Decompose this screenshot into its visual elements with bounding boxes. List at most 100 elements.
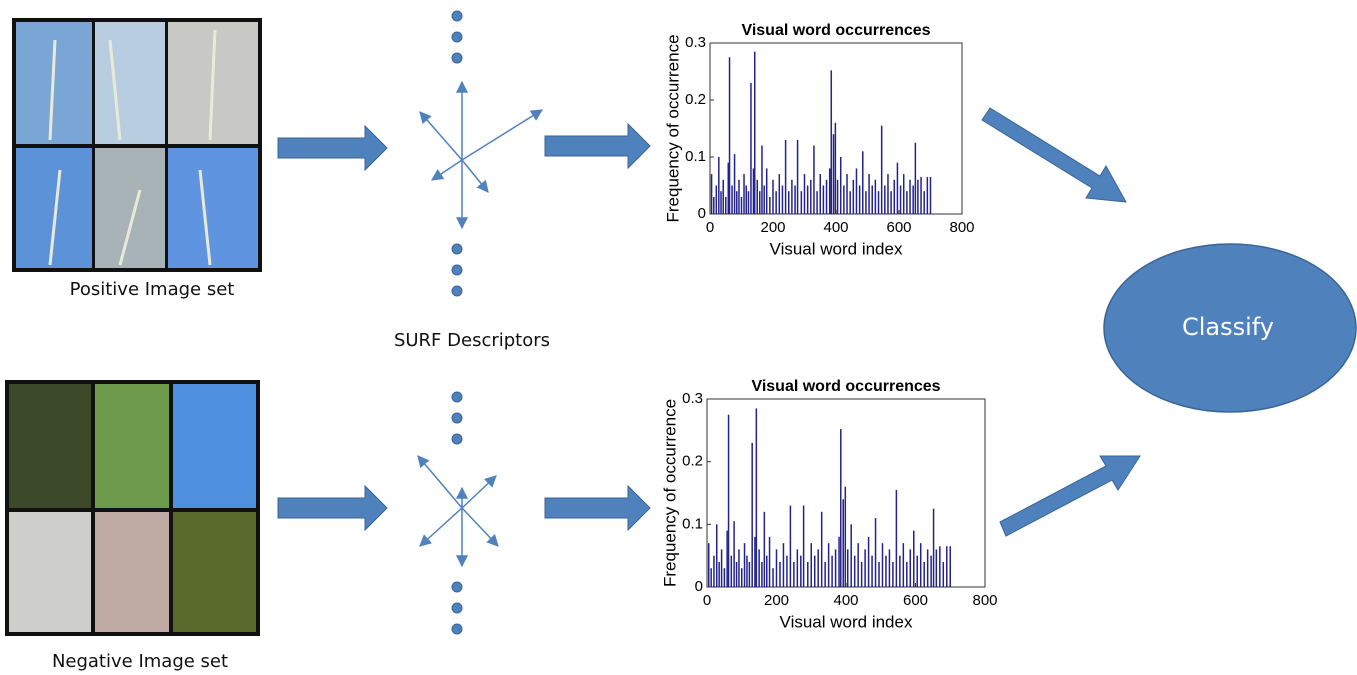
bar xyxy=(884,185,886,214)
bar xyxy=(723,568,726,587)
x-tick-label: 200 xyxy=(764,592,789,609)
bar xyxy=(867,536,870,587)
bar xyxy=(715,185,718,214)
y-tick-label: 0 xyxy=(695,578,703,595)
y-tick-label: 0.1 xyxy=(682,515,703,532)
bar xyxy=(939,546,941,587)
bar xyxy=(772,179,774,214)
bar xyxy=(827,543,830,587)
bar xyxy=(881,543,884,587)
bar xyxy=(718,561,720,587)
bar xyxy=(888,549,891,587)
bar xyxy=(765,168,768,214)
bar xyxy=(862,151,864,214)
bar xyxy=(838,536,840,587)
bar xyxy=(909,549,912,587)
chart-title: Visual word occurrences xyxy=(751,378,940,395)
bar xyxy=(895,489,898,587)
bar xyxy=(880,125,883,214)
bar xyxy=(846,174,848,214)
bar xyxy=(759,191,761,214)
bar xyxy=(899,185,902,214)
bar xyxy=(720,549,723,587)
bar xyxy=(751,442,753,587)
surf-descriptor-bottom xyxy=(417,455,499,568)
bar xyxy=(763,185,765,214)
bar xyxy=(810,179,812,214)
bar xyxy=(843,185,845,214)
bar xyxy=(750,82,752,215)
bar xyxy=(710,174,713,214)
bar xyxy=(819,174,821,214)
bar xyxy=(796,139,799,214)
bar xyxy=(834,549,837,587)
bar xyxy=(878,561,880,587)
bar xyxy=(920,176,922,214)
bar xyxy=(807,561,809,587)
bar xyxy=(840,429,842,587)
bar xyxy=(832,134,835,214)
bar xyxy=(871,555,873,587)
bar xyxy=(794,185,796,214)
chart-title: Visual word occurrences xyxy=(741,22,930,39)
flow-arrows xyxy=(277,107,1141,537)
bar xyxy=(786,555,788,587)
bar xyxy=(722,179,724,214)
bar xyxy=(932,508,935,587)
bar xyxy=(858,185,861,214)
bar xyxy=(949,546,951,587)
positive-label: Positive Image set xyxy=(70,279,235,300)
bar xyxy=(781,185,784,214)
bar xyxy=(733,154,736,214)
bar xyxy=(860,561,863,587)
negative-label: Negative Image set xyxy=(52,651,228,672)
y-tick-label: 0.2 xyxy=(685,91,706,108)
bar xyxy=(929,176,932,214)
bar xyxy=(874,518,877,587)
bar xyxy=(887,174,889,214)
bar xyxy=(752,168,755,214)
bar xyxy=(919,543,922,587)
bar xyxy=(727,162,730,214)
bar xyxy=(713,555,715,587)
bar xyxy=(926,549,929,587)
bar xyxy=(740,196,743,214)
bar xyxy=(715,524,718,587)
bar xyxy=(824,561,826,587)
bar xyxy=(775,549,778,587)
bar xyxy=(779,561,781,587)
bar xyxy=(782,543,785,587)
bar xyxy=(800,555,802,587)
bar xyxy=(913,530,915,587)
bar xyxy=(877,191,880,214)
bar xyxy=(899,555,901,587)
bar xyxy=(735,561,738,587)
bar xyxy=(893,179,896,214)
bar xyxy=(800,191,803,214)
bar xyxy=(930,555,932,587)
bar xyxy=(864,549,866,587)
bar xyxy=(902,543,905,587)
bar xyxy=(730,555,733,587)
bar xyxy=(756,179,758,214)
bar xyxy=(844,486,847,587)
bar xyxy=(822,185,825,214)
bar xyxy=(813,145,815,214)
bar xyxy=(707,543,710,587)
bar xyxy=(766,555,768,587)
bar xyxy=(914,142,917,214)
bar xyxy=(753,51,756,214)
dots xyxy=(451,10,463,635)
bar xyxy=(853,555,856,587)
bar xyxy=(912,185,914,214)
bar xyxy=(850,524,852,587)
y-axis-label: Frequency of occurrence xyxy=(663,34,682,222)
bar xyxy=(789,505,792,587)
bar xyxy=(923,561,925,587)
bar xyxy=(775,191,777,214)
surf-label: SURF Descriptors xyxy=(394,330,550,351)
classify-label: Classify xyxy=(1182,313,1274,341)
bar xyxy=(736,191,738,214)
positive-images xyxy=(12,18,262,272)
